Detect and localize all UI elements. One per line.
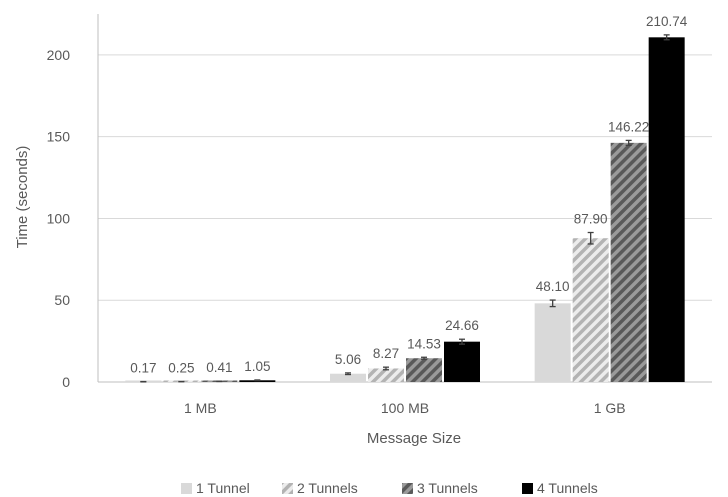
bar: [610, 142, 647, 382]
y-axis-ticks: 0 50 100 150 200: [47, 47, 71, 390]
y-tick-label: 150: [47, 129, 71, 145]
bar: [534, 303, 571, 382]
error-bar: [663, 34, 670, 41]
data-label: 8.27: [373, 346, 399, 361]
data-label: 210.74: [646, 14, 688, 29]
bars: 0.17 0.25 0.41 1.05 5.06 8.27 14.53 24.66 48.10 8…: [125, 14, 688, 383]
error-bar: [549, 299, 556, 308]
legend-item: 2 Tunnels: [282, 480, 358, 496]
legend-swatch: [181, 483, 192, 494]
error-bar: [383, 366, 389, 371]
x-axis-title: Message Size: [367, 430, 461, 447]
legend-label: 1 Tunnel: [196, 480, 250, 496]
x-axis-ticks: 1 MB 100 MB 1 GB: [184, 400, 626, 416]
error-bar: [345, 372, 351, 376]
y-tick-label: 200: [47, 47, 71, 63]
bar: [406, 358, 442, 382]
bar: [368, 368, 404, 382]
legend-label: 4 Tunnels: [537, 480, 598, 496]
x-tick-label: 1 GB: [594, 400, 626, 416]
error-bar: [587, 231, 594, 245]
data-label: 146.22: [608, 119, 649, 134]
data-label: 0.41: [206, 360, 232, 375]
error-bar: [625, 139, 632, 146]
legend-item: 3 Tunnels: [402, 480, 478, 496]
bar: [648, 37, 685, 382]
error-bar: [254, 379, 261, 382]
x-tick-label: 1 MB: [184, 400, 217, 416]
data-label: 87.90: [574, 212, 608, 227]
bar: [330, 373, 366, 382]
data-label: 1.05: [244, 359, 270, 374]
legend-label: 2 Tunnels: [297, 480, 358, 496]
data-label: 24.66: [445, 318, 479, 333]
legend-label: 3 Tunnels: [417, 480, 478, 496]
legend-swatch: [522, 483, 533, 494]
data-label: 48.10: [536, 279, 570, 294]
y-tick-label: 50: [54, 292, 70, 308]
error-bar: [421, 356, 427, 360]
bar: [572, 238, 609, 382]
gridlines: [97, 14, 712, 383]
data-label: 5.06: [335, 352, 361, 367]
x-tick-label: 100 MB: [381, 400, 429, 416]
data-label: 14.53: [407, 336, 441, 351]
legend-swatch: [402, 483, 413, 494]
data-label: 0.17: [130, 361, 156, 376]
legend: 1 Tunnel 2 Tunnels 3 Tunnels 4 Tunnels: [181, 480, 598, 496]
legend-item: 1 Tunnel: [181, 480, 250, 496]
y-tick-label: 100: [47, 210, 71, 226]
y-axis-title: Time (seconds): [14, 146, 31, 249]
bar: [444, 341, 480, 382]
legend-swatch: [282, 483, 293, 494]
data-label: 0.25: [168, 360, 194, 375]
error-bar: [459, 338, 465, 345]
y-tick-label: 0: [62, 374, 70, 390]
legend-item: 4 Tunnels: [522, 480, 598, 496]
